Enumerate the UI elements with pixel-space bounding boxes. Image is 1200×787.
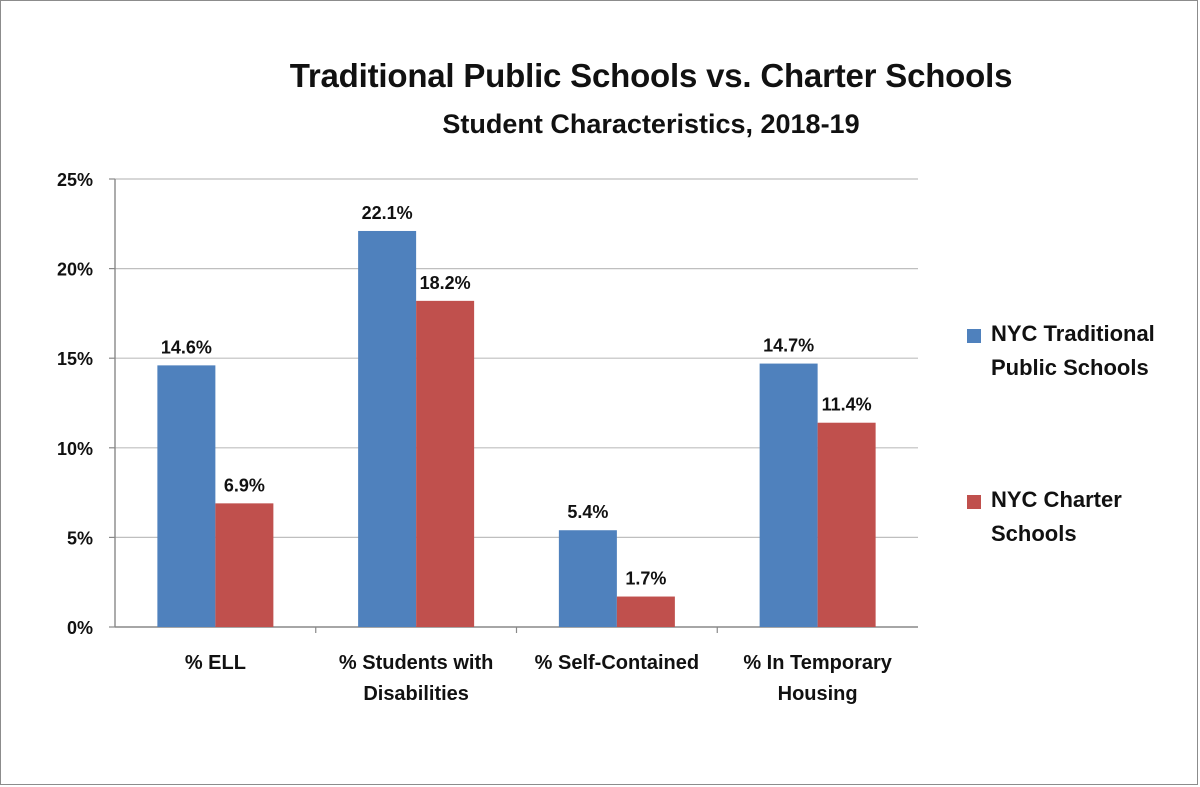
bar-charter [616,596,675,627]
x-tick-label: % Students with [339,652,493,674]
data-label: 11.4% [822,395,872,415]
bar-charter [416,300,475,627]
bar-charter [215,503,274,627]
data-label: 6.9% [224,475,265,495]
y-tick-label: 25% [57,170,93,190]
x-tick-label: % ELL [185,652,246,674]
data-label: 22.1% [362,203,413,223]
legend-label-charter-line-1: NYC Charter [991,487,1122,512]
legend-swatch-traditional [967,329,981,343]
data-label: 14.7% [763,336,814,356]
bar-traditional [157,365,216,627]
legend-label-traditional: NYC Traditional Public Schools [991,317,1200,385]
legend-label-charter: NYC Charter Schools [991,483,1200,551]
chart-title: Traditional Public Schools vs. Charter S… [289,57,1013,94]
y-tick-label: 5% [67,528,93,548]
x-tick-label: % In Temporary [743,652,892,674]
legend-label-traditional-line-1: NYC Traditional [991,321,1155,346]
legend-swatch-charter [967,495,981,509]
y-tick-label: 10% [57,439,93,459]
chart-subtitle: Student Characteristics, 2018-19 [442,109,860,139]
x-tick-label: % Self-Contained [535,652,699,674]
y-tick-label: 20% [57,260,93,280]
y-tick-label: 15% [57,349,93,369]
x-tick-label: Disabilities [363,683,469,705]
bar-traditional [558,530,617,627]
x-tick-label: Housing [778,683,858,705]
data-label: 1.7% [625,569,666,589]
data-label: 5.4% [567,502,608,522]
legend-label-charter-line-2: Schools [991,521,1077,546]
legend-label-traditional-line-2: Public Schools [991,355,1149,380]
data-label: 14.6% [161,337,212,357]
bar-traditional [358,230,417,627]
bar-traditional [759,363,818,627]
bar-charter [817,422,876,627]
y-tick-label: 0% [67,618,93,638]
data-label: 18.2% [420,273,471,293]
